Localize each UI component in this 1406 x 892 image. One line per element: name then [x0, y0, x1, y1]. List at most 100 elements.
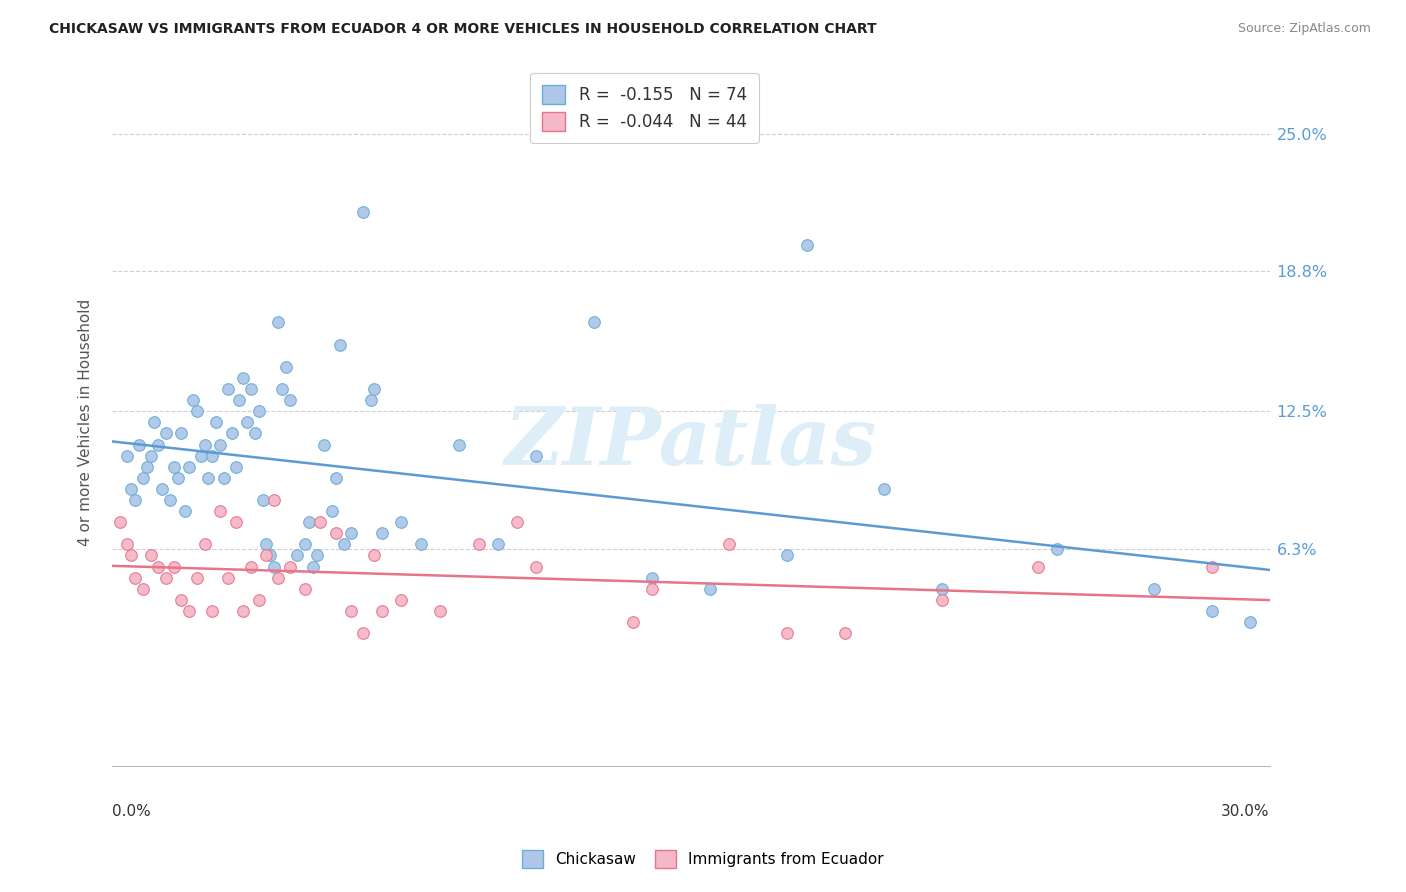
- Point: [352, 204, 374, 219]
- Point: [1026, 559, 1049, 574]
- Point: [1143, 582, 1166, 596]
- Y-axis label: 4 or more Vehicles in Household: 4 or more Vehicles in Household: [79, 299, 93, 546]
- Point: [1201, 604, 1223, 618]
- Point: [314, 437, 336, 451]
- Point: [467, 537, 489, 551]
- Point: [174, 504, 197, 518]
- Point: [148, 437, 170, 451]
- Point: [243, 426, 266, 441]
- Point: [117, 449, 139, 463]
- Point: [325, 526, 347, 541]
- Point: [301, 559, 323, 574]
- Text: CHICKASAW VS IMMIGRANTS FROM ECUADOR 4 OR MORE VEHICLES IN HOUSEHOLD CORRELATION: CHICKASAW VS IMMIGRANTS FROM ECUADOR 4 O…: [49, 22, 877, 37]
- Point: [340, 526, 363, 541]
- Point: [267, 316, 290, 330]
- Text: 0.0%: 0.0%: [112, 804, 150, 819]
- Point: [834, 626, 856, 640]
- Point: [224, 515, 246, 529]
- Point: [252, 493, 274, 508]
- Point: [163, 459, 186, 474]
- Point: [155, 571, 177, 585]
- Point: [1201, 559, 1223, 574]
- Point: [120, 482, 142, 496]
- Point: [332, 537, 354, 551]
- Point: [236, 415, 259, 429]
- Point: [197, 471, 219, 485]
- Point: [931, 582, 953, 596]
- Point: [254, 537, 277, 551]
- Point: [309, 515, 332, 529]
- Point: [270, 382, 292, 396]
- Text: ZIPatlas: ZIPatlas: [505, 404, 877, 482]
- Point: [429, 604, 451, 618]
- Point: [391, 515, 413, 529]
- Point: [363, 382, 385, 396]
- Point: [486, 537, 509, 551]
- Point: [108, 515, 131, 529]
- Point: [583, 316, 606, 330]
- Point: [259, 549, 281, 563]
- Point: [201, 449, 224, 463]
- Point: [117, 537, 139, 551]
- Point: [294, 582, 316, 596]
- Point: [278, 559, 301, 574]
- Point: [120, 549, 142, 563]
- Point: [132, 471, 155, 485]
- Point: [263, 559, 285, 574]
- Point: [621, 615, 644, 629]
- Point: [931, 592, 953, 607]
- Point: [170, 426, 193, 441]
- Point: [201, 604, 224, 618]
- Point: [699, 582, 721, 596]
- Point: [150, 482, 173, 496]
- Point: [1046, 541, 1069, 556]
- Point: [247, 592, 270, 607]
- Point: [363, 549, 385, 563]
- Point: [155, 426, 177, 441]
- Point: [221, 426, 243, 441]
- Point: [190, 449, 212, 463]
- Point: [641, 571, 664, 585]
- Point: [232, 371, 254, 385]
- Point: [796, 237, 818, 252]
- Point: [371, 526, 394, 541]
- Point: [159, 493, 181, 508]
- Point: [325, 471, 347, 485]
- Point: [128, 437, 150, 451]
- Point: [409, 537, 432, 551]
- Point: [194, 437, 217, 451]
- Point: [228, 393, 250, 408]
- Point: [391, 592, 413, 607]
- Point: [371, 604, 394, 618]
- Point: [239, 382, 262, 396]
- Point: [449, 437, 471, 451]
- Point: [254, 549, 277, 563]
- Point: [209, 504, 232, 518]
- Point: [170, 592, 193, 607]
- Point: [186, 571, 208, 585]
- Point: [294, 537, 316, 551]
- Text: 30.0%: 30.0%: [1222, 804, 1270, 819]
- Point: [181, 393, 204, 408]
- Point: [352, 626, 374, 640]
- Point: [1239, 615, 1261, 629]
- Point: [124, 571, 146, 585]
- Point: [506, 515, 529, 529]
- Point: [224, 459, 246, 474]
- Point: [285, 549, 308, 563]
- Point: [321, 504, 343, 518]
- Point: [526, 449, 548, 463]
- Point: [776, 626, 799, 640]
- Point: [194, 537, 217, 551]
- Point: [274, 359, 297, 374]
- Point: [132, 582, 155, 596]
- Point: [163, 559, 186, 574]
- Point: [143, 415, 166, 429]
- Point: [166, 471, 188, 485]
- Point: [298, 515, 321, 529]
- Point: [205, 415, 228, 429]
- Point: [873, 482, 896, 496]
- Point: [329, 337, 352, 351]
- Point: [776, 549, 799, 563]
- Point: [360, 393, 382, 408]
